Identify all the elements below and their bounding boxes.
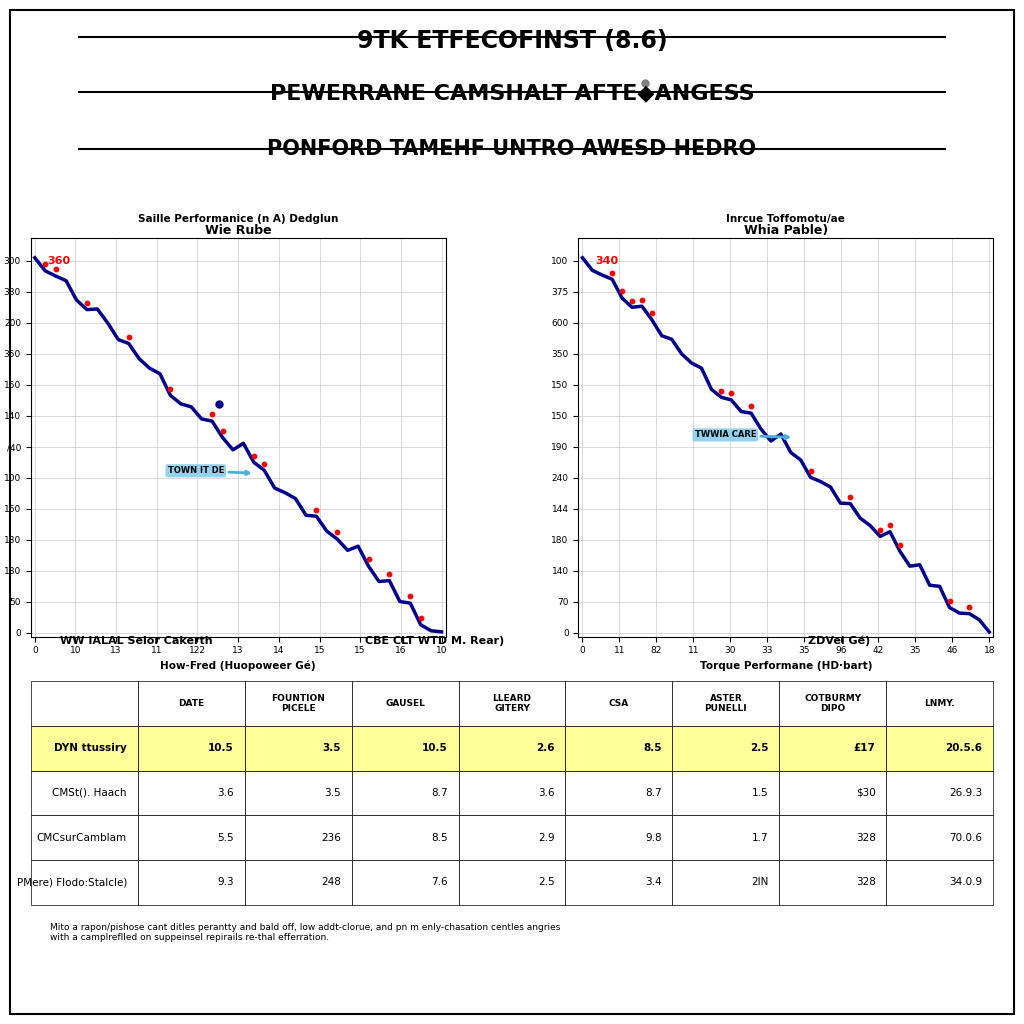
Point xyxy=(329,524,345,541)
Point xyxy=(614,284,631,300)
Point xyxy=(214,423,230,439)
Point xyxy=(743,398,760,415)
Text: ZDVel Gé): ZDVel Gé) xyxy=(808,635,870,646)
X-axis label: How-Fred (Huopoweer Gé): How-Fred (Huopoweer Gé) xyxy=(161,660,316,672)
Title: Whia Pable): Whia Pable) xyxy=(743,224,828,237)
Point xyxy=(634,291,650,307)
Point xyxy=(624,293,640,309)
Text: WW IALAL Selor Cakerth: WW IALAL Selor Cakerth xyxy=(59,636,212,646)
Point xyxy=(381,565,397,582)
Text: Saille Performanice (n A) Dedglun: Saille Performanice (n A) Dedglun xyxy=(138,214,338,224)
Text: TWWIA CARE: TWWIA CARE xyxy=(694,430,788,439)
Point xyxy=(604,264,621,281)
Point xyxy=(204,407,220,423)
Point xyxy=(941,593,957,609)
Point xyxy=(402,588,419,604)
Point xyxy=(892,537,908,553)
Text: 9TK ETFECOFINST (8.6): 9TK ETFECOFINST (8.6) xyxy=(356,29,668,53)
Point xyxy=(871,521,888,538)
Point xyxy=(713,382,729,398)
Point xyxy=(644,305,660,322)
Point xyxy=(121,329,137,345)
Point xyxy=(47,261,63,278)
Point xyxy=(308,502,325,518)
Point xyxy=(360,551,377,567)
Point xyxy=(882,517,898,534)
Point xyxy=(246,447,262,464)
Point xyxy=(162,381,178,397)
Text: PONFORD TAMEHF UNTRO AWESD HEDRO: PONFORD TAMEHF UNTRO AWESD HEDRO xyxy=(267,139,757,159)
Point xyxy=(842,488,858,505)
Text: PEWERRANE CAMSHALT AFTE◆ANGESS: PEWERRANE CAMSHALT AFTE◆ANGESS xyxy=(269,83,755,103)
Point xyxy=(723,385,739,401)
Text: Mito a rapon/pishose cant ditles perantty and bald off, low addt-clorue, and pn : Mito a rapon/pishose cant ditles perantt… xyxy=(50,923,560,942)
Text: 360: 360 xyxy=(47,256,71,266)
Point xyxy=(37,256,53,272)
X-axis label: Torque Performane (HD·bart): Torque Performane (HD·bart) xyxy=(699,660,872,671)
Point xyxy=(962,599,978,615)
Text: CBE CLT WTD M. Rear): CBE CLT WTD M. Rear) xyxy=(366,636,505,646)
Text: TOWN IT DE: TOWN IT DE xyxy=(168,466,249,475)
Title: Wie Rube: Wie Rube xyxy=(205,224,271,237)
Point xyxy=(256,456,272,472)
Point xyxy=(803,463,819,479)
Text: 340: 340 xyxy=(595,256,618,266)
Point xyxy=(413,610,429,627)
Text: Inrcue Toffomotu/ae: Inrcue Toffomotu/ae xyxy=(726,214,845,224)
Point xyxy=(79,295,95,311)
